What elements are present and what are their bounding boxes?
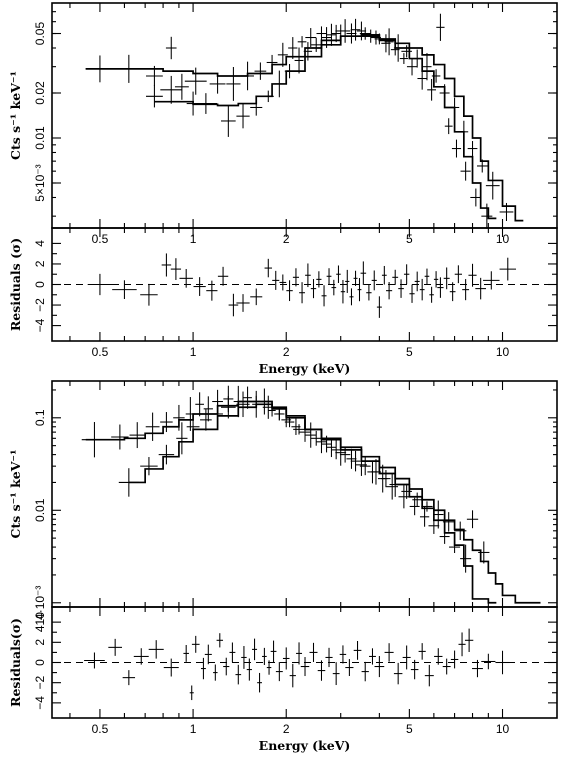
x-tick-label: 1 — [190, 232, 197, 246]
y-axis-label: Residuals (σ) — [8, 238, 23, 331]
y-tick-label: 0.02 — [33, 81, 47, 105]
y-tick-label: 0.05 — [33, 22, 47, 46]
y-tick-label: 4·10⁻³ — [33, 586, 47, 620]
x-axis-label: Energy (keV) — [259, 738, 351, 753]
x-axis-label: Energy (keV) — [259, 361, 351, 376]
x-tick-label: 2 — [283, 722, 290, 736]
x-tick-label: 5 — [406, 345, 413, 359]
lower-residuals-panel: 0.5 1 2 5 10 410 2 0 −2 −4 Residuals(σ) Energy (keV… — [8, 606, 558, 753]
y-axis-label: Residuals(σ) — [8, 618, 23, 707]
y-axis-label: Cts s⁻¹ keV⁻¹ — [8, 71, 23, 160]
x-tick-label: 0.5 — [92, 345, 109, 359]
y-tick-label: 0 — [33, 281, 47, 288]
x-tick-label: 10 — [496, 345, 510, 359]
plot-frame — [51, 380, 558, 608]
y-tick-label: 0 — [33, 659, 47, 666]
x-tick-label: 5 — [406, 232, 413, 246]
y-tick-label: 2 — [33, 639, 47, 646]
y-axis-label: Cts s⁻¹ keV⁻¹ — [8, 450, 23, 539]
y-tick-label: 0.1 — [33, 409, 47, 426]
y-tick-label: 5×10⁻³ — [33, 164, 47, 201]
y-tick-label: 0.01 — [33, 498, 47, 522]
y-tick-label: −4 — [33, 696, 47, 710]
y-tick-label: −2 — [33, 298, 47, 312]
x-tick-label: 0.5 — [92, 722, 109, 736]
y-tick-label: −2 — [33, 676, 47, 690]
x-tick-label: 10 — [496, 722, 510, 736]
y-tick-label: 2 — [33, 260, 47, 267]
x-tick-label: 2 — [283, 345, 290, 359]
lower-spectrum-panel: 4·10⁻³ 0.01 0.1 Cts s⁻¹ keV⁻¹ — [8, 380, 558, 620]
x-tick-label: 5 — [406, 722, 413, 736]
x-tick-label: 1 — [190, 722, 197, 736]
x-tick-label: 10 — [496, 232, 510, 246]
upper-spectrum-panel: 0.5 1 2 5 10 5×10⁻³ 0.01 0.02 0.05 Cts s⁻¹ keV⁻¹ — [8, 2, 558, 246]
x-tick-label: 2 — [283, 232, 290, 246]
model-curve — [128, 403, 497, 604]
y-tick-label: 0.01 — [33, 126, 47, 150]
x-tick-label: 0.5 — [92, 232, 109, 246]
upper-residuals-panel: 0.5 1 2 5 10 4 2 0 −2 −4 Residuals (σ) Energy (keV) — [8, 227, 558, 376]
y-tick-label: −4 — [33, 318, 47, 332]
y-tick-label: 4 — [33, 240, 47, 247]
y-tick-label: 410 — [33, 612, 47, 632]
x-tick-label: 1 — [190, 345, 197, 359]
